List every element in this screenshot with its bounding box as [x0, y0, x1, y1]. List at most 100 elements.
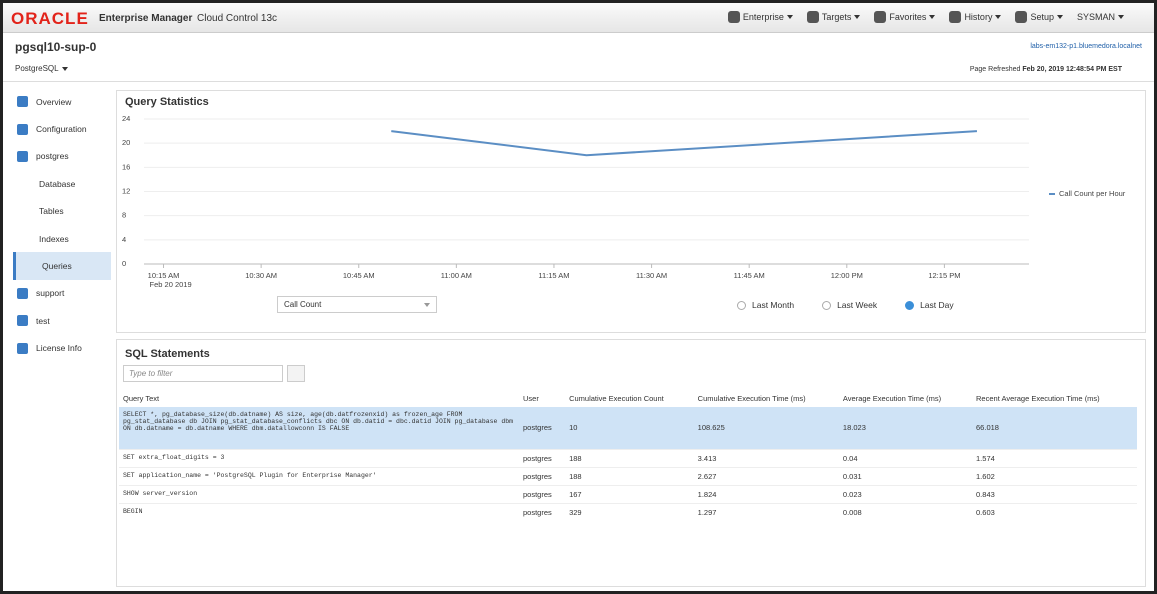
sidebar: Overview Configuration postgres Database Tab… [13, 88, 111, 362]
metric-label: Call Count [284, 300, 322, 309]
y-tick-label: 4 [122, 235, 126, 244]
menu-icon [806, 11, 819, 23]
caret [854, 15, 861, 19]
table-cell: 108.625 [693, 407, 839, 449]
series-line [391, 130, 978, 157]
target-name[interactable]: pgsql10-sup-0 [15, 40, 97, 54]
table-cell: 1.574 [972, 448, 1137, 467]
x-tick-label: 10:15 AM [148, 271, 180, 280]
column-header: User [523, 394, 539, 403]
host-link[interactable]: labs-em132-p1.bluemedora.localnet [1030, 43, 1142, 50]
nav-subitem[interactable]: Indexes [39, 233, 69, 244]
divider [3, 81, 1154, 82]
table-cell: 0.04 [838, 448, 973, 467]
table-cell: postgres [519, 484, 566, 503]
chart: 0 4 8 12 16 20 24 10:15 AM 10:30 AM 10:45 AM 11:00… [122, 114, 1126, 289]
table-cell: BEGIN [119, 502, 519, 521]
menu-label: Enterprise [742, 12, 784, 22]
menu-icon [949, 11, 962, 23]
header-row: Query Text User Cumulative Execution Count… [119, 390, 1137, 407]
range-option[interactable]: Last Day [905, 300, 954, 310]
menu-label: Favorites [889, 12, 927, 22]
nav-subitem[interactable]: Queries [13, 252, 111, 280]
nav-icon [17, 287, 28, 299]
filter-input[interactable]: Type to filter [123, 365, 283, 382]
nav-item[interactable]: postgres [13, 143, 111, 170]
nav-item[interactable]: License Info [13, 335, 111, 362]
nav-icon [17, 342, 28, 354]
menu-label: History [964, 12, 993, 22]
table-cell: 0.603 [972, 502, 1137, 521]
column-header: Query Text [123, 394, 160, 403]
menu-label: Targets [821, 12, 852, 22]
nav-icon [17, 315, 28, 327]
range-option[interactable]: Last Month [737, 300, 794, 310]
column-header: Cumulative Execution Count [569, 394, 664, 403]
type-menu[interactable]: PostgreSQL [15, 64, 68, 73]
menu[interactable]: Enterprise [727, 11, 793, 23]
range-radios: Last Month Last Week Last Day [737, 300, 954, 310]
table-cell: 3.413 [693, 448, 839, 467]
menus: Enterprise Targets Favorites History Setup SY… [727, 11, 1124, 23]
radio [822, 300, 832, 310]
y-tick-label: 0 [122, 259, 126, 268]
table-row[interactable]: BEGIN postgres 329 1.297 0.008 0.603 [119, 502, 1137, 521]
table-cell: SELECT *, pg_database_size(db.datname) A… [119, 407, 519, 449]
column-header: Average Execution Time (ms) [842, 394, 942, 403]
caret [1118, 15, 1124, 19]
table-cell: SET application_name = 'PostgreSQL Plugi… [119, 466, 519, 485]
nav-item[interactable]: Configuration [13, 115, 111, 142]
table-row[interactable]: SET extra_float_digits = 3 postgres 188 3.4… [119, 448, 1137, 467]
stats-panel: Query Statistics 0 4 8 12 16 20 24 10:15 AM 10:3… [116, 90, 1146, 333]
table-cell: postgres [519, 448, 566, 467]
table-cell: 66.018 [972, 407, 1137, 449]
x-tick-label: 12:15 PM [928, 271, 960, 280]
legend-label: Call Count per Hour [1059, 189, 1126, 198]
nav-label: Overview [36, 96, 72, 107]
x-tick-label: 10:45 AM [343, 271, 375, 280]
nav-label: postgres [36, 151, 69, 162]
x-tick-label: 11:30 AM [636, 271, 667, 280]
radio [737, 300, 746, 310]
table-cell: 0.008 [838, 502, 973, 521]
sql-title: SQL Statements [125, 348, 210, 360]
table-row[interactable]: SELECT *, pg_database_size(db.datname) A… [119, 407, 1137, 449]
menu[interactable]: History [949, 11, 1002, 23]
table-cell: 18.023 [838, 407, 973, 449]
column-header: Recent Average Execution Time (ms) [976, 394, 1100, 403]
menu[interactable]: Setup [1015, 11, 1063, 23]
type-label: PostgreSQL [15, 64, 59, 73]
x-tick-label: 11:00 AM [441, 271, 472, 280]
nav-item[interactable]: Overview [13, 88, 111, 115]
nav-subitem[interactable]: Tables [39, 206, 64, 217]
menu[interactable]: Favorites [874, 11, 936, 23]
caret [929, 15, 936, 19]
table-cell: 0.843 [972, 484, 1137, 503]
table-cell: 0.031 [838, 466, 973, 485]
clear-filter[interactable] [287, 365, 305, 382]
nav-item[interactable]: support [13, 280, 111, 307]
y-tick-label: 16 [122, 162, 130, 171]
column-header: Cumulative Execution Time (ms) [697, 394, 806, 403]
range-label: Last Week [837, 300, 878, 310]
table-cell: 188 [565, 466, 694, 485]
nav-item[interactable]: test [13, 307, 111, 334]
table-row[interactable]: SHOW server_version postgres 167 1.824 0.023… [119, 484, 1137, 503]
user-menu[interactable]: SYSMAN [1077, 12, 1124, 22]
nav-label: License Info [36, 343, 82, 354]
table-row[interactable]: SET application_name = 'PostgreSQL Plugi… [119, 466, 1137, 485]
metric-select[interactable]: Call Count [277, 296, 437, 313]
range-option[interactable]: Last Week [822, 300, 877, 310]
product-sub: Cloud Control 13c [197, 13, 278, 24]
nav-icon [17, 96, 28, 108]
chart-title: Query Statistics [125, 96, 209, 108]
menu[interactable]: Targets [806, 11, 861, 23]
table-cell: 0.023 [838, 484, 973, 503]
x-tick-label: 12:00 PM [831, 271, 863, 280]
nav-subitem[interactable]: Database [39, 178, 76, 189]
product: Enterprise Manager [99, 13, 193, 24]
x-tick-label: 11:45 AM [734, 271, 765, 280]
table-cell: 10 [565, 407, 694, 449]
caret [786, 15, 793, 19]
range-label: Last Month [752, 300, 795, 310]
